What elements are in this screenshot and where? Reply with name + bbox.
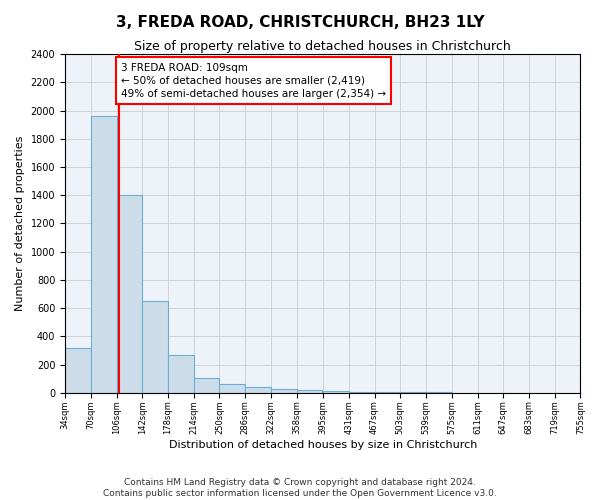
X-axis label: Distribution of detached houses by size in Christchurch: Distribution of detached houses by size … (169, 440, 477, 450)
Bar (400, 392, 426, 393)
Bar (220, 384, 245, 393)
Bar (374, 392, 400, 393)
Bar (323, 391, 349, 393)
Bar (296, 390, 322, 393)
Text: Contains HM Land Registry data © Crown copyright and database right 2024.
Contai: Contains HM Land Registry data © Crown c… (103, 478, 497, 498)
Bar (194, 378, 220, 393)
Bar (65, 348, 91, 393)
Bar (271, 390, 296, 393)
Bar (91, 116, 116, 393)
Bar (116, 196, 142, 393)
Bar (142, 301, 168, 393)
Y-axis label: Number of detached properties: Number of detached properties (15, 136, 25, 311)
Bar (245, 387, 271, 393)
Bar (349, 392, 374, 393)
Title: Size of property relative to detached houses in Christchurch: Size of property relative to detached ho… (134, 40, 511, 53)
Bar (168, 354, 194, 393)
Text: 3 FREDA ROAD: 109sqm
← 50% of detached houses are smaller (2,419)
49% of semi-de: 3 FREDA ROAD: 109sqm ← 50% of detached h… (121, 62, 386, 99)
Text: 3, FREDA ROAD, CHRISTCHURCH, BH23 1LY: 3, FREDA ROAD, CHRISTCHURCH, BH23 1LY (116, 15, 484, 30)
